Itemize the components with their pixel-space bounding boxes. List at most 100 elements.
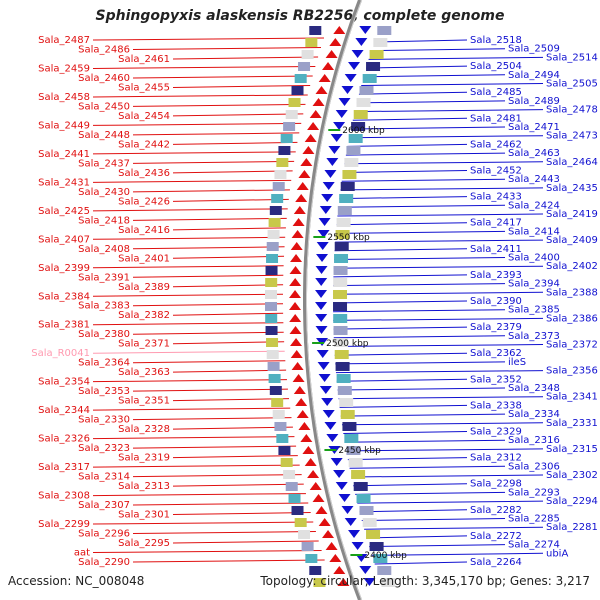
label-connector: [132, 303, 284, 307]
reverse-gene-arrow: [309, 482, 322, 490]
annotation-block: [339, 194, 354, 203]
label-connector: [341, 422, 544, 426]
annotation-block: [340, 182, 355, 191]
annotation-block: [335, 362, 350, 371]
reverse-gene-arrow: [329, 38, 342, 46]
genome-backbone: [303, 0, 363, 600]
gene-label-left: Sala_2425: [38, 206, 90, 217]
label-connector: [132, 274, 284, 278]
label-connector: [132, 46, 321, 50]
gene-label-left: Sala_2458: [38, 92, 90, 103]
forward-gene-arrow: [359, 26, 372, 34]
gene-label-right: Sala_2394: [508, 279, 560, 290]
label-connector: [172, 56, 319, 60]
reverse-gene-arrow: [315, 506, 328, 514]
reverse-gene-arrow: [304, 458, 317, 466]
annotation-block: [278, 446, 291, 455]
forward-gene-arrow: [318, 374, 331, 382]
annotation-block: [272, 182, 285, 191]
gene-label-left: Sala_R0041: [31, 348, 90, 359]
annotation-block: [333, 278, 348, 287]
label-connector: [337, 213, 544, 217]
gene-label-left: Sala_2401: [118, 253, 170, 264]
gene-label-left: Sala_2354: [38, 377, 90, 388]
annotation-block: [266, 254, 279, 263]
gene-label-left: Sala_2299: [38, 519, 90, 530]
annotation-block: [342, 422, 357, 431]
label-connector: [132, 160, 295, 164]
annotation-block: [369, 542, 384, 551]
label-connector: [349, 135, 544, 139]
label-connector: [92, 493, 306, 497]
gene-label-right: Sala_2373: [508, 331, 560, 342]
annotation-block: [333, 326, 348, 335]
reverse-gene-arrow: [300, 158, 313, 166]
label-connector: [92, 236, 286, 240]
label-connector: [347, 143, 468, 147]
reverse-gene-arrow: [318, 518, 331, 526]
gene-label-right: Sala_2400: [508, 253, 560, 264]
gene-label-left: Sala_2486: [78, 44, 130, 55]
gene-label-left: Sala_2317: [38, 462, 90, 473]
annotation-block: [265, 278, 278, 287]
label-connector: [92, 407, 291, 411]
forward-gene-arrow: [321, 398, 334, 406]
annotation-block: [266, 350, 279, 359]
annotation-block: [265, 314, 278, 323]
label-connector: [366, 535, 468, 539]
label-connector: [132, 331, 284, 335]
annotation-block: [269, 206, 282, 215]
reverse-gene-arrow: [333, 26, 346, 34]
reverse-gene-arrow: [298, 422, 311, 430]
gene-label-left: Sala_2431: [38, 177, 90, 188]
annotation-block: [356, 494, 371, 503]
gene-label-left: Sala_2487: [38, 35, 90, 46]
gene-label-left: Sala_2461: [118, 54, 170, 65]
reverse-gene-arrow: [329, 554, 342, 562]
annotation-block: [280, 134, 293, 143]
label-connector: [361, 83, 544, 86]
label-connector: [92, 464, 300, 468]
gene-label-right: Sala_2334: [508, 409, 560, 420]
gene-label-right: Sala_2485: [470, 87, 522, 98]
label-connector: [345, 152, 506, 156]
label-connector: [371, 48, 506, 52]
label-connector: [336, 378, 468, 382]
label-connector: [92, 122, 302, 126]
gene-features: [265, 26, 396, 587]
label-connector: [334, 344, 544, 347]
label-connector: [172, 455, 298, 459]
label-connector: [355, 491, 506, 495]
label-connector: [356, 100, 506, 104]
forward-gene-arrow: [321, 194, 334, 202]
label-connector: [340, 187, 544, 191]
label-connector: [132, 388, 288, 392]
label-connector: [92, 521, 314, 525]
label-connector: [172, 255, 285, 259]
label-connector: [334, 248, 468, 252]
annotation-block: [266, 242, 279, 251]
forward-gene-arrow: [317, 230, 330, 238]
annotation-block: [283, 470, 296, 479]
annotation-block: [276, 434, 289, 443]
label-connector: [172, 284, 284, 288]
label-connector: [363, 74, 506, 78]
gene-label-right: Sala_2302: [546, 470, 598, 481]
annotation-block: [334, 254, 349, 263]
label-connector: [132, 246, 285, 250]
annotation-block: [274, 422, 287, 431]
gene-label-right: Sala_2372: [546, 340, 598, 351]
gene-label-right: Sala_2489: [508, 96, 560, 107]
gene-label-left: Sala_2382: [118, 310, 170, 321]
label-connector: [351, 474, 544, 478]
label-connector: [354, 109, 544, 113]
annotation-block: [268, 374, 281, 383]
gene-label-right: Sala_2473: [546, 131, 598, 142]
gene-label-left: Sala_2383: [78, 301, 130, 312]
label-connector: [132, 217, 287, 221]
annotation-block: [291, 506, 304, 515]
forward-gene-arrow: [330, 134, 343, 142]
label-connector: [373, 39, 468, 43]
gene-label-left: Sala_2384: [38, 291, 90, 302]
gene-label-left: Sala_2389: [118, 282, 170, 293]
